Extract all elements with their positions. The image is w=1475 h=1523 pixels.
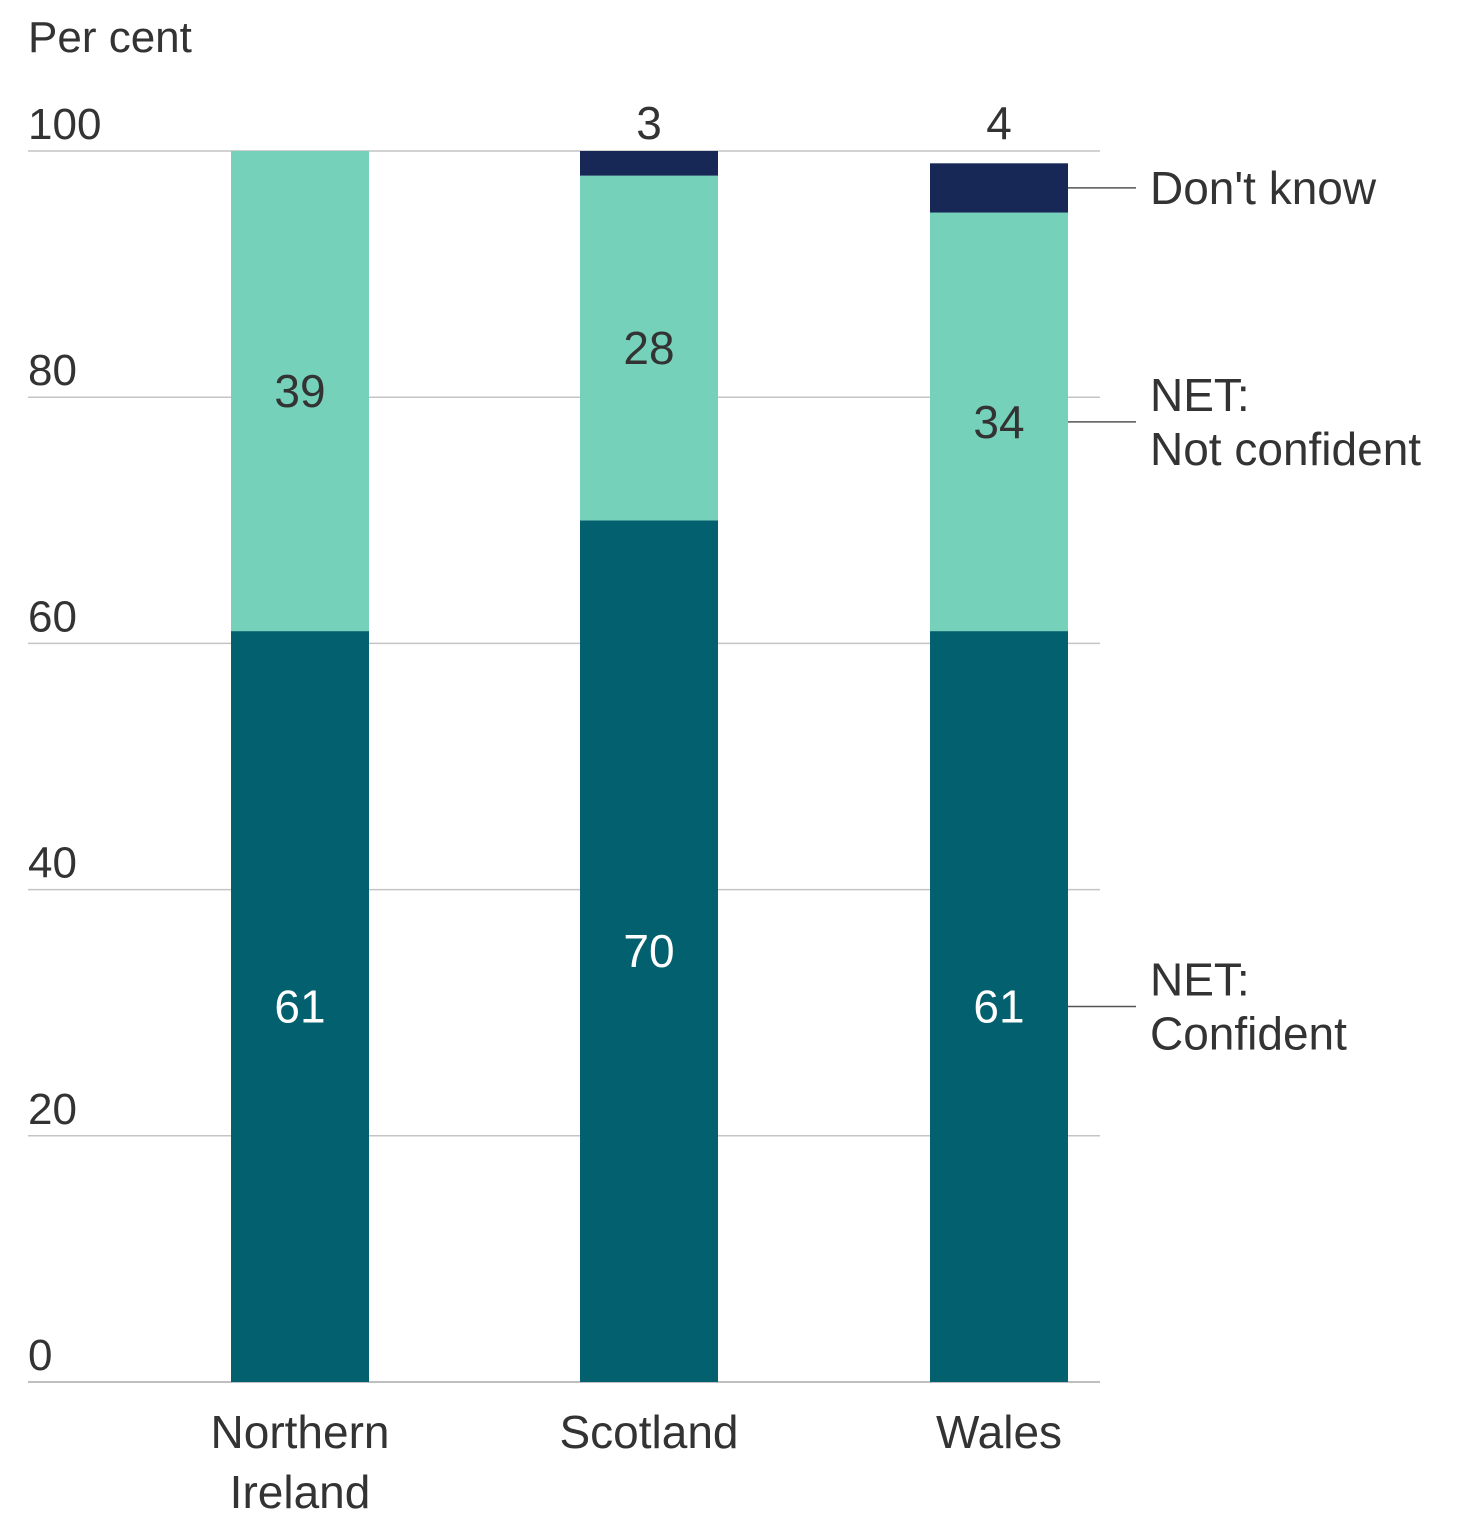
data-label: 70 [623,925,674,977]
bar-segment [231,151,369,632]
y-axis-ticks: 0 20 40 60 80 100 [28,100,101,1380]
y-tick-label: 0 [28,1331,52,1380]
data-labels: 61 39 70 28 3 61 34 4 [274,97,1024,1033]
bar-segment [580,175,718,521]
x-tick-label: Northern Ireland [211,1406,390,1518]
y-tick-label: 40 [28,839,77,888]
legend-entry: Don't know [1150,162,1377,214]
bar-segment [580,151,718,176]
x-axis-ticks: Northern Ireland Scotland Wales [211,1406,1063,1518]
bar-segment [930,631,1068,1382]
y-tick-label: 80 [28,346,77,395]
x-tick-label: Scotland [559,1406,738,1458]
bar-segment [231,631,369,1382]
data-label: 3 [636,97,662,149]
data-label: 61 [274,981,325,1033]
y-tick-label: 100 [28,100,101,149]
data-label: 28 [623,322,674,374]
legend: NET: Confident NET: Not confident Don't know [1068,162,1421,1060]
bar-segment [930,163,1068,213]
y-tick-label: 60 [28,592,77,641]
legend-entry: NET: Not confident [1150,369,1421,475]
data-label: 61 [973,981,1024,1033]
y-axis-label: Per cent [28,13,192,62]
legend-entry: NET: Confident [1150,954,1347,1060]
y-tick-label: 20 [28,1085,77,1134]
x-tick-label: Wales [936,1406,1062,1458]
gridlines [28,150,1100,1383]
data-label: 39 [274,365,325,417]
bar-segment [930,212,1068,632]
bar-segment [580,520,718,1382]
data-label: 34 [973,396,1024,448]
data-label: 4 [986,97,1012,149]
bars [231,151,1068,1382]
